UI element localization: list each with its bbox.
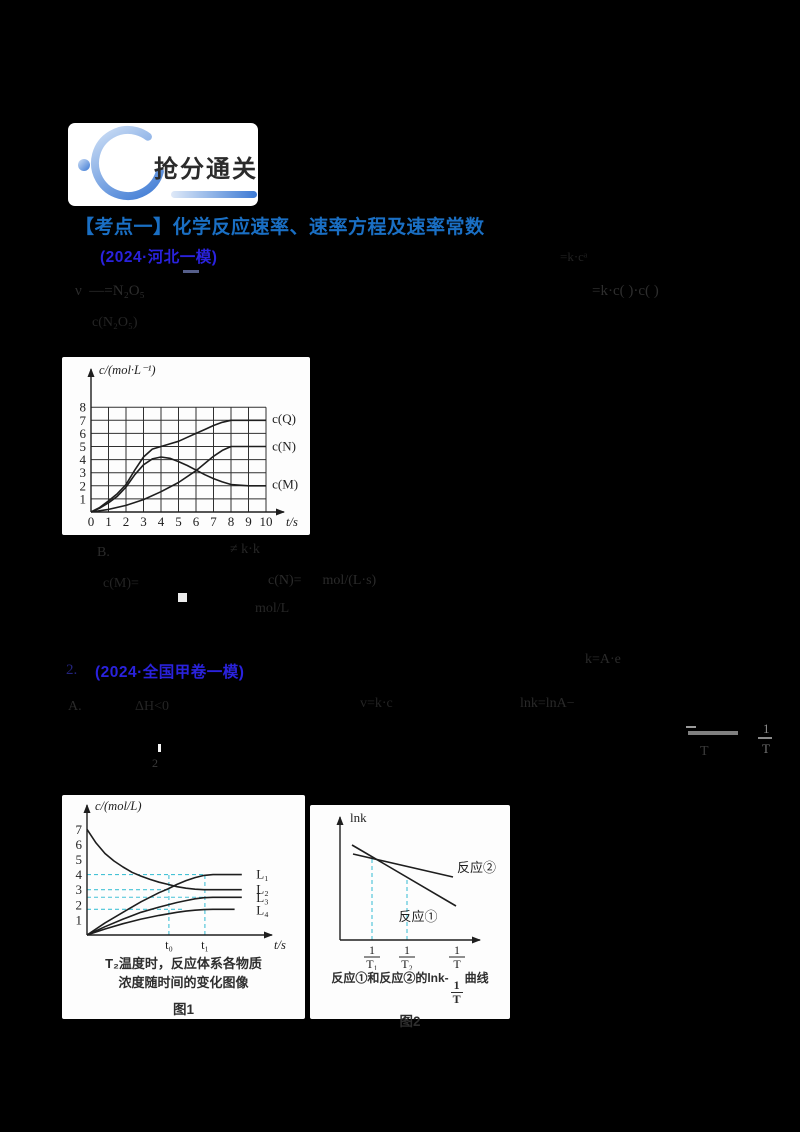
svg-text:c(N): c(N) — [272, 439, 296, 454]
svg-text:T₁: T₁ — [366, 957, 378, 970]
svg-text:6: 6 — [193, 514, 200, 529]
faint-mark — [686, 726, 696, 728]
svg-text:2: 2 — [80, 478, 87, 493]
svg-text:t₁: t₁ — [201, 938, 209, 952]
logo-ring-icon — [78, 126, 165, 200]
concentration-time-panel: 1 2 3 4 5 6 7 8 0 1 2 3 4 5 6 7 8 9 10 c/(mol·L⁻¹) t/s c(Q) c(… — [62, 357, 310, 535]
logo-card: 抢分通关 — [68, 123, 258, 206]
logo-dot-icon — [78, 159, 90, 171]
svg-text:9: 9 — [245, 514, 252, 529]
svg-text:1: 1 — [80, 491, 87, 506]
svg-text:c/(mol/L): c/(mol/L) — [95, 799, 142, 813]
faint-text-fragment: k=A·e — [585, 652, 621, 667]
faint-mark — [178, 593, 187, 602]
faint-text-fragment: B. — [97, 545, 110, 560]
svg-text:5: 5 — [76, 852, 83, 867]
svg-text:lnk: lnk — [350, 810, 367, 825]
faint-mark — [158, 744, 161, 752]
faint-text-fragment: 1 — [763, 721, 770, 736]
svg-text:T: T — [453, 957, 461, 970]
faint-text-fragment: lnk=lnA− — [520, 696, 575, 711]
svg-text:1: 1 — [369, 943, 375, 957]
faint-text-fragment: v=k·c — [360, 696, 393, 711]
faint-text-fragment: T — [700, 744, 709, 759]
svg-text:T₂: T₂ — [401, 957, 413, 970]
faint-text-fragment: ν —=N₂O₅ — [75, 283, 145, 299]
svg-text:8: 8 — [80, 400, 87, 415]
figure1-caption-line2: 浓度随时间的变化图像 — [118, 974, 249, 990]
svg-text:t₀: t₀ — [165, 938, 173, 952]
figure2-caption-suffix: 曲线 — [464, 971, 489, 985]
faint-text-fragment: A. — [68, 699, 82, 714]
svg-text:1: 1 — [76, 912, 83, 927]
faint-text-fragment: =k·c( )·c( ) — [592, 283, 659, 299]
citation-1: (2024·河北一模) — [100, 249, 218, 266]
faint-text-fragment: 2 — [152, 756, 158, 770]
faint-text-fragment: c(N)= mol/(L·s) — [268, 573, 377, 588]
svg-text:0: 0 — [88, 514, 95, 529]
faint-mark — [688, 731, 738, 735]
svg-text:3: 3 — [140, 514, 147, 529]
svg-text:L₁: L₁ — [256, 867, 268, 882]
svg-text:10: 10 — [260, 514, 273, 529]
figure1-label: 图1 — [172, 1001, 194, 1017]
figure1-panel: 1 2 3 4 5 6 7 t₀ t₁ c/(mol/L) t/s L₂ L₁ L₃ L₄ T₂温度时，反应… — [62, 795, 305, 1019]
svg-text:3: 3 — [80, 465, 87, 480]
faint-text-fragment: ≠ k·k — [230, 542, 260, 557]
logo-title: 抢分通关 — [154, 156, 258, 183]
faint-mark — [758, 737, 772, 739]
logo-ring — [91, 126, 165, 200]
svg-text:L₂: L₂ — [256, 882, 268, 897]
faint-mark — [183, 270, 199, 273]
faint-text-fragment: c(N₂O₅) — [92, 315, 138, 330]
faint-text-fragment: mol/L — [255, 601, 290, 616]
svg-text:L₃: L₃ — [256, 890, 268, 905]
figure2-chart: lnk 反应① 反应② 1 T₁ 1 T₂ 1 T — [310, 805, 510, 971]
svg-text:7: 7 — [210, 514, 217, 529]
svg-text:5: 5 — [175, 514, 182, 529]
svg-text:t/s: t/s — [286, 515, 298, 529]
svg-text:1: 1 — [454, 943, 460, 957]
citation-2: (2024·全国甲卷一模) — [95, 664, 245, 681]
figure1-caption-line1: T₂温度时，反应体系各物质 — [105, 956, 262, 971]
faint-text-fragment: c(M)= — [103, 576, 139, 591]
svg-text:4: 4 — [158, 514, 165, 529]
svg-text:2: 2 — [123, 514, 130, 529]
svg-text:4: 4 — [80, 452, 87, 467]
svg-text:5: 5 — [80, 439, 87, 454]
figure1-chart: 1 2 3 4 5 6 7 t₀ t₁ c/(mol/L) t/s L₂ L₁ L₃ L₄ — [62, 795, 305, 953]
topic-heading: 【考点一】化学反应速率、速率方程及速率常数 — [75, 217, 485, 238]
faint-text-fragment: ΔH<0 — [135, 699, 170, 714]
svg-text:3: 3 — [76, 882, 83, 897]
faint-text-fragment: T — [762, 741, 770, 756]
svg-text:2: 2 — [76, 897, 83, 912]
svg-text:L₄: L₄ — [256, 903, 269, 918]
svg-text:6: 6 — [80, 426, 87, 441]
figure2-caption-prefix: 反应①和反应②的lnk- — [331, 971, 449, 985]
figure2-caption: 反应①和反应②的lnk- 1 T 曲线 — [302, 970, 518, 1005]
svg-text:6: 6 — [76, 837, 83, 852]
svg-text:4: 4 — [76, 867, 83, 882]
svg-text:t/s: t/s — [274, 938, 286, 952]
svg-text:7: 7 — [76, 822, 83, 837]
svg-text:1: 1 — [105, 514, 112, 529]
concentration-time-chart: 1 2 3 4 5 6 7 8 0 1 2 3 4 5 6 7 8 9 10 c/(mol·L⁻¹) t/s c(Q) c(… — [62, 357, 310, 533]
figure2-label: 图2 — [399, 1014, 421, 1030]
svg-text:反应②: 反应② — [457, 860, 496, 875]
svg-text:7: 7 — [80, 413, 87, 428]
svg-text:c(M): c(M) — [272, 476, 298, 491]
svg-text:c/(mol·L⁻¹): c/(mol·L⁻¹) — [99, 363, 156, 377]
svg-text:反应①: 反应① — [398, 909, 437, 924]
svg-text:1: 1 — [404, 943, 410, 957]
faint-text-fragment: 2. — [66, 662, 78, 678]
faint-text-fragment: =k·cᵃ — [560, 249, 588, 264]
figure2-panel: lnk 反应① 反应② 1 T₁ 1 T₂ 1 T 反应①和反应②的lnk- 1 T 曲线 图2 — [310, 805, 510, 1029]
svg-text:8: 8 — [228, 514, 235, 529]
svg-text:c(Q): c(Q) — [272, 411, 296, 426]
logo-underline-bar — [171, 191, 257, 198]
